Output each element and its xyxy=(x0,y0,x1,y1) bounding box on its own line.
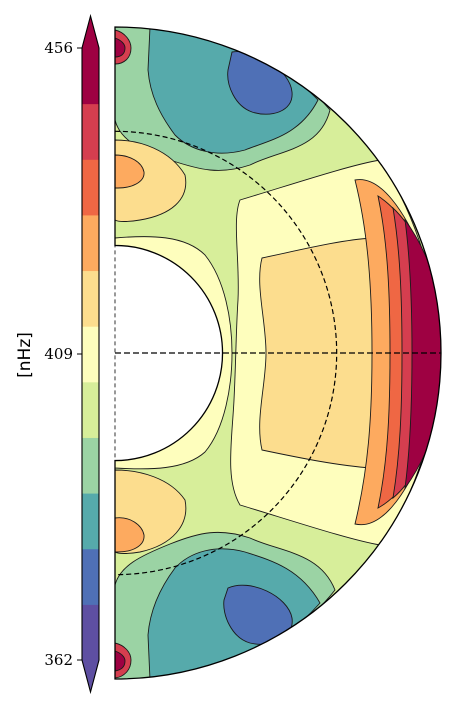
contour-band xyxy=(115,37,126,58)
colorbar-segment xyxy=(82,604,99,661)
colorbar-label: [nHz] xyxy=(15,332,35,378)
colorbar-segment xyxy=(82,103,99,160)
colorbar-ticks: 456 409 362 xyxy=(44,39,82,669)
colorbar-tick-label: 456 xyxy=(44,39,73,57)
colorbar-segment xyxy=(82,493,99,550)
colorbar-segment xyxy=(82,270,99,327)
contour-band xyxy=(115,154,145,189)
contour-band xyxy=(115,650,126,672)
colorbar-extend-min xyxy=(82,660,99,692)
colorbar-tick-label: 362 xyxy=(44,651,73,669)
colorbar-segment xyxy=(82,381,99,438)
colorbar-segments xyxy=(82,16,99,692)
colorbar-segment xyxy=(82,548,99,605)
disk-outline xyxy=(114,26,442,680)
colorbar-segment xyxy=(82,437,99,494)
colorbar-extend-max xyxy=(82,16,99,48)
contour-band xyxy=(115,517,145,553)
colorbar-tick-label: 409 xyxy=(44,345,73,363)
colorbar-segment xyxy=(82,326,99,383)
colorbar: 456 409 362 [nHz] xyxy=(15,13,100,695)
colorbar-segment xyxy=(82,214,99,272)
rotation-plot xyxy=(114,26,442,680)
colorbar-segment xyxy=(82,48,99,105)
colorbar-segment xyxy=(82,159,99,216)
